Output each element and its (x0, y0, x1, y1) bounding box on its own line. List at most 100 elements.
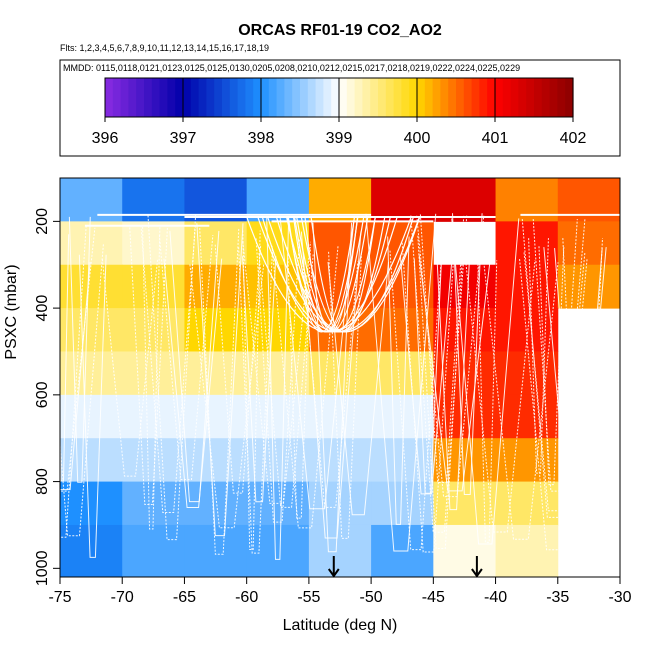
colorbar-swatch (222, 78, 231, 117)
flight-track-profile (147, 215, 197, 541)
colorbar-swatch (190, 78, 200, 117)
colorbar-swatch (144, 78, 153, 117)
colorbar-swatch (565, 78, 574, 117)
flight-track-profile (312, 222, 353, 553)
flight-track-profile (271, 245, 339, 529)
arrow-marker-head (471, 568, 483, 578)
flight-track-profile (140, 225, 196, 513)
flight-track-profile (163, 258, 223, 508)
arrow-marker-head (327, 568, 340, 578)
heatmap-cell (60, 264, 123, 309)
colorbar-swatch (198, 78, 207, 117)
x-tick-label: -50 (360, 589, 383, 606)
colorbar-swatch (526, 78, 535, 117)
colorbar-swatch (167, 78, 176, 117)
flight-track-profile (169, 230, 220, 503)
colorbar-swatch (105, 78, 114, 117)
flight-track-profile (365, 213, 437, 552)
flight-track-profile (257, 216, 420, 333)
colorbar-swatch (128, 78, 137, 117)
flight-track-profile (101, 259, 159, 477)
heatmap-cell (246, 308, 310, 352)
colorbar-swatch (557, 78, 566, 117)
flight-track-profile (242, 241, 311, 504)
flight-track-profile (465, 260, 536, 533)
x-tick-label: -70 (111, 589, 134, 606)
flight-track-profile (279, 216, 355, 510)
colorbar-swatch (331, 78, 340, 117)
colorbar-swatch (253, 78, 262, 117)
flight-track-profile (300, 231, 362, 539)
x-tick-label: -35 (546, 589, 569, 606)
colorbar-swatch (409, 78, 418, 117)
heatmap-cell (60, 308, 123, 352)
flight-track-profile (416, 215, 485, 498)
flight-track-profile (436, 250, 471, 511)
x-tick-label: -75 (48, 589, 71, 606)
colorbar-swatch (471, 78, 480, 117)
colorbar-swatch (417, 78, 426, 117)
location-markers (327, 556, 483, 578)
colorbar-swatch (112, 78, 122, 117)
colorbar-swatch (136, 78, 145, 117)
x-tick-label: -65 (173, 589, 196, 606)
heatmap-cell (557, 221, 620, 266)
flight-track-profile (538, 246, 565, 486)
flight-track-profile (68, 216, 91, 483)
colorbar-tick-label: 401 (482, 130, 509, 147)
y-tick-label: 200 (34, 208, 51, 235)
flight-track-profile (292, 216, 359, 333)
flight-tracks (60, 213, 620, 560)
heatmap-cell (433, 481, 497, 526)
flight-track-profile (60, 261, 91, 491)
colorbar-swatch (393, 78, 402, 117)
colorbar-swatch (448, 78, 457, 117)
heatmap-cell (371, 481, 434, 526)
flight-track-profile (60, 234, 70, 482)
flight-track-profile (196, 223, 244, 537)
x-tick-label: -40 (484, 589, 507, 606)
colorbar-swatch (440, 78, 449, 117)
flight-track-profile (327, 261, 389, 516)
colorbar-swatch (495, 78, 504, 117)
flight-track-profile (199, 228, 240, 555)
colorbar-swatch (432, 78, 441, 117)
colorbar-swatch (362, 78, 371, 117)
flight-track-profile (451, 213, 483, 495)
colorbar-tick-label: 402 (560, 130, 587, 147)
x-axis: -75 -70 -65 -60 -55 -50 -45 -40 -35 -30 (48, 577, 632, 606)
heatmap-cell (60, 438, 123, 483)
colorbar-swatch (370, 78, 379, 117)
colorbar-swatch (206, 78, 215, 117)
colorbar-swatch (354, 78, 363, 117)
flight-track-profile (60, 224, 87, 538)
heatmap-cell (433, 178, 497, 222)
heatmap-cell (308, 394, 372, 439)
heatmap-cell (122, 394, 185, 439)
colorbar-swatch (292, 78, 301, 117)
colorbar-tick-label: 396 (92, 130, 119, 147)
mmdd-line: MMDD: 0115,0118,0121,0123,0125,0125,0130… (63, 63, 520, 73)
heatmap-cell (184, 351, 248, 396)
heatmap-cell (122, 524, 185, 577)
heatmap-cell (495, 524, 559, 577)
colorbar-swatch (175, 78, 184, 117)
colorbar-swatch (502, 78, 512, 117)
heatmap-cell (495, 221, 559, 266)
colorbar-swatch (401, 78, 410, 117)
y-tick-label: 800 (34, 468, 51, 495)
flight-track-profile (158, 234, 214, 480)
heatmap-cell (184, 524, 248, 577)
colorbar-swatch (378, 78, 387, 117)
colorbar-swatch (346, 78, 356, 117)
heatmap-cell (495, 394, 559, 439)
heatmap-cell (433, 524, 497, 577)
colorbar-swatch (261, 78, 270, 117)
flight-track-profile (389, 250, 443, 551)
flight-track-profile (246, 216, 412, 333)
heatmap-cell (184, 394, 248, 439)
colorbar-tick-label: 398 (248, 130, 275, 147)
flight-track-profile (214, 244, 262, 494)
flight-track-profile (255, 238, 300, 523)
